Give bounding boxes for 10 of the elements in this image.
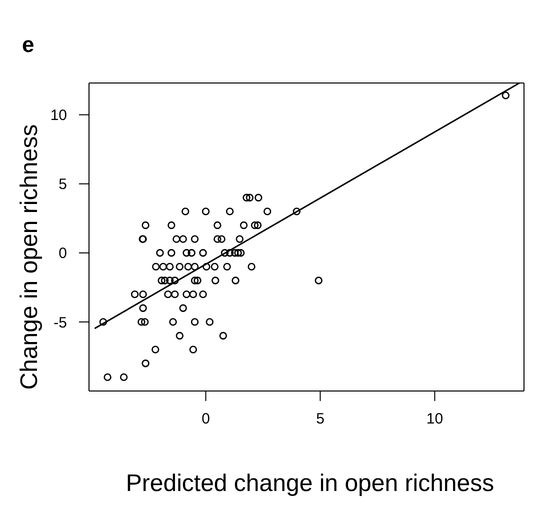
x-tick-label: 10 bbox=[426, 410, 444, 428]
y-tick-label: -5 bbox=[54, 314, 67, 332]
x-axis-title: Predicted change in open richness bbox=[124, 470, 496, 498]
y-axis-title: Change in open richness bbox=[16, 124, 44, 390]
y-tick-label: 10 bbox=[50, 107, 67, 124]
y-tick-label: 5 bbox=[58, 176, 67, 194]
y-tick-label: 0 bbox=[58, 245, 67, 262]
x-tick-label: 5 bbox=[316, 410, 324, 428]
chart-title: e bbox=[22, 32, 34, 58]
x-tick-label: 0 bbox=[202, 410, 210, 428]
